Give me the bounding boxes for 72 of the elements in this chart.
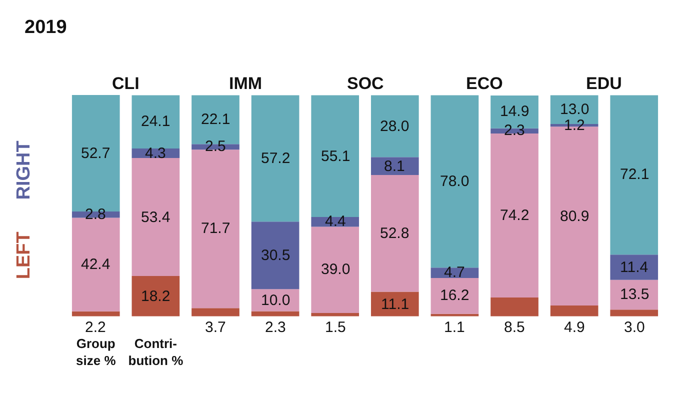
- data-label: 3.0: [624, 319, 645, 336]
- data-label: 11.4: [620, 259, 648, 276]
- data-label: 4.9: [564, 319, 585, 336]
- bar: [311, 226, 360, 313]
- bar: [192, 308, 240, 316]
- x-tick-label: Contri-bution %: [128, 336, 184, 368]
- text: EDU: [586, 74, 622, 93]
- data-label: 14.9: [500, 103, 530, 120]
- bar: [311, 312, 360, 316]
- data-label: 11.1: [381, 296, 410, 313]
- data-label: 52.8: [380, 225, 410, 242]
- data-label: 80.9: [560, 208, 590, 225]
- data-label: 28.0: [380, 118, 410, 135]
- data-label: 3.7: [205, 319, 226, 336]
- data-label: 10.0: [261, 292, 290, 309]
- bar: [132, 95, 180, 148]
- data-label: 53.4: [141, 209, 170, 226]
- data-label: 74.2: [500, 207, 530, 224]
- bar: [251, 95, 300, 222]
- bar: [610, 310, 658, 316]
- data-label: 13.0: [560, 101, 590, 118]
- bar: [610, 280, 658, 310]
- data-label: 1.1: [444, 319, 465, 336]
- bar: [370, 95, 419, 158]
- bar: [610, 95, 658, 255]
- data-label: 2.3: [265, 319, 286, 336]
- data-label: 30.5: [261, 247, 290, 264]
- data-label: 78.0: [440, 173, 470, 190]
- bar: [251, 311, 300, 316]
- bar: [610, 254, 658, 280]
- data-label: 13.5: [620, 286, 650, 303]
- data-label: 52.7: [81, 145, 110, 162]
- data-label: 18.2: [141, 288, 170, 305]
- data-label: 4.3: [145, 145, 166, 162]
- data-label: 39.0: [321, 261, 350, 278]
- bar: [72, 218, 120, 312]
- chart-title: 2019: [24, 17, 67, 38]
- bar: [192, 150, 240, 308]
- text: CLI: [112, 74, 140, 93]
- data-label: 22.1: [201, 111, 230, 128]
- data-label: 16.2: [440, 287, 470, 304]
- bar: [490, 298, 538, 316]
- data-label: 42.4: [81, 256, 110, 273]
- bar: [370, 157, 419, 176]
- data-label: 57.2: [261, 150, 290, 167]
- data-label: 71.7: [201, 220, 230, 237]
- data-label: 8.5: [504, 319, 525, 336]
- data-label: 24.1: [141, 113, 170, 130]
- bar: [132, 276, 180, 316]
- bar: [430, 95, 479, 268]
- data-label: 2.2: [85, 319, 106, 336]
- bar: [430, 278, 479, 314]
- bar: [550, 305, 598, 316]
- bar: [430, 314, 479, 316]
- bar: [132, 158, 180, 276]
- text: LEFT: [13, 231, 34, 280]
- text: IMM: [229, 74, 262, 93]
- data-label: 4.4: [325, 213, 346, 230]
- bar: [370, 292, 419, 316]
- data-label: 4.7: [444, 264, 465, 281]
- data-label: 8.1: [384, 158, 405, 175]
- x-tick-label: Group size %: [76, 336, 116, 368]
- bar: [311, 95, 360, 218]
- data-label: 55.1: [321, 148, 350, 165]
- data-label: 72.1: [620, 166, 650, 183]
- text: RIGHT: [14, 140, 35, 200]
- text: ECO: [466, 74, 503, 93]
- bar: [251, 222, 300, 290]
- bar: [72, 311, 120, 316]
- text: SOC: [347, 74, 384, 93]
- data-label: 1.5: [325, 319, 346, 336]
- bar: [370, 175, 419, 292]
